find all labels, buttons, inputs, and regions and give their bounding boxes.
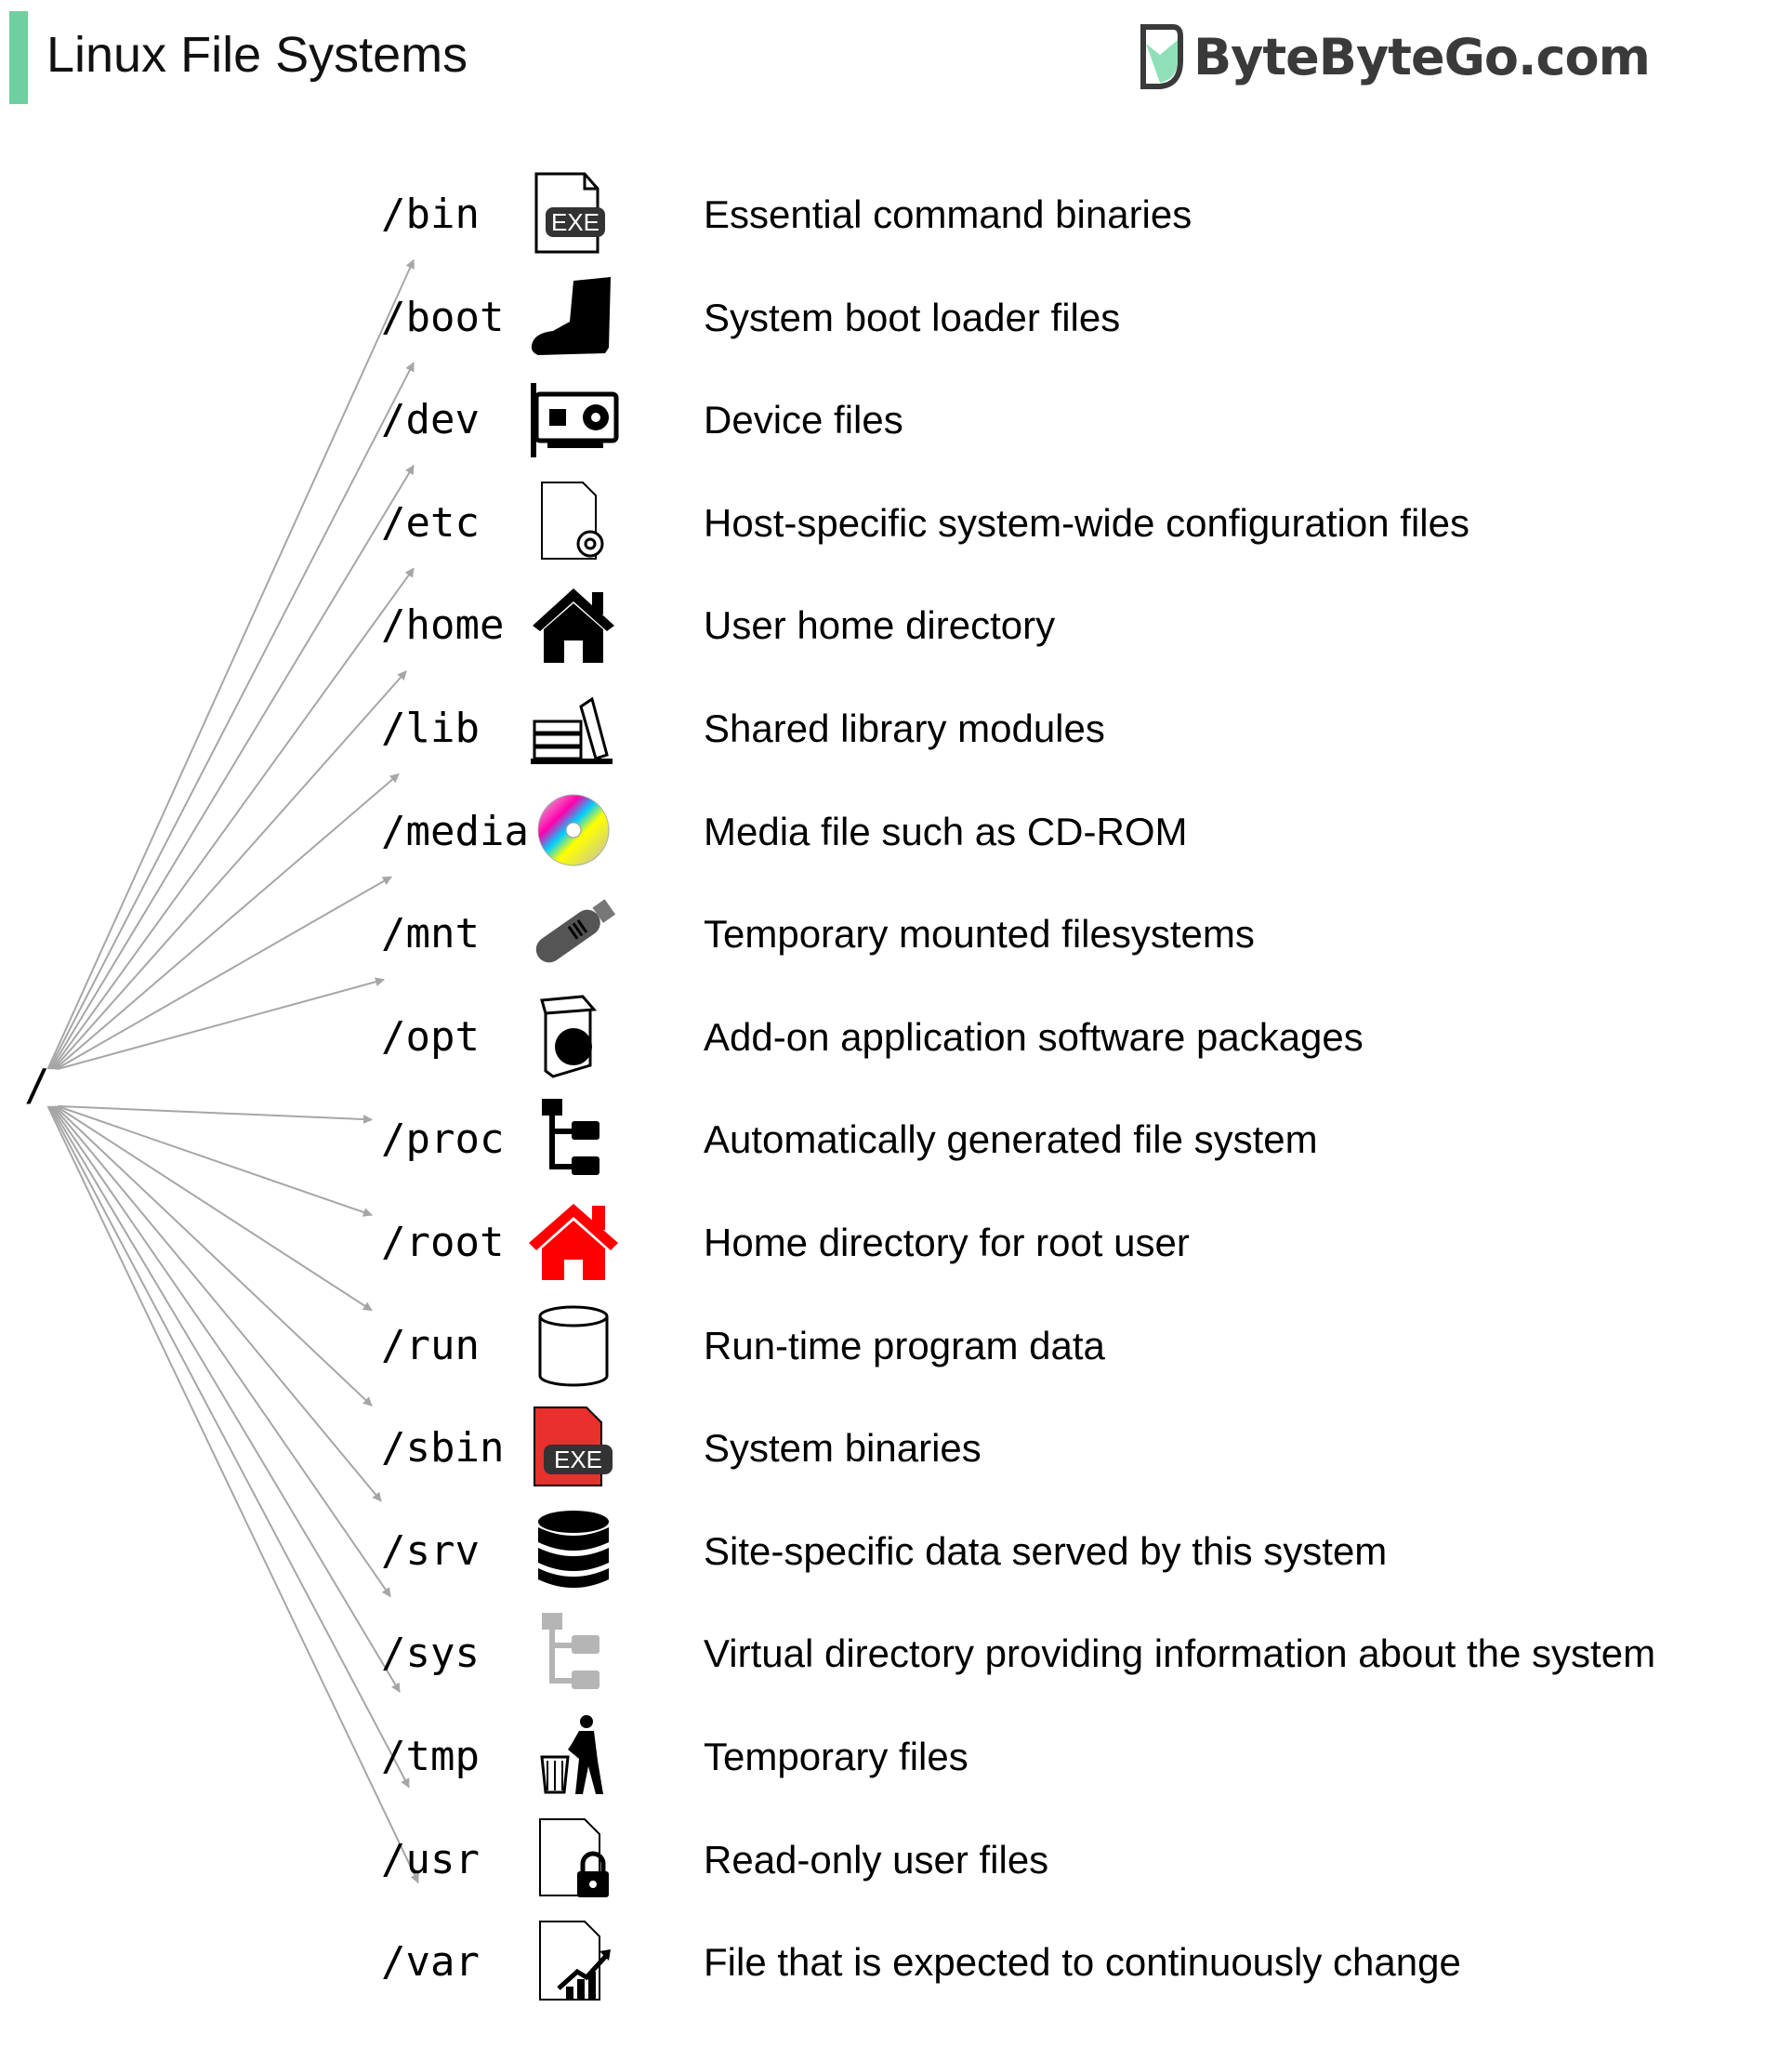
arrow-to-usr (48, 1105, 410, 1789)
home-icon (525, 581, 622, 667)
arrow-to-root (57, 1105, 373, 1217)
directory-path: /run (381, 1321, 480, 1369)
red-exe-file-icon: EXE (525, 1404, 622, 1489)
cd-rom-icon (525, 787, 622, 873)
arrow-to-lib (52, 670, 407, 1070)
directory-row-root: /root Home directory for root user (0, 1195, 1792, 1288)
directory-row-var: /var File that is expected to continuousl… (0, 1914, 1792, 2007)
directory-description: System boot loader files (704, 295, 1121, 339)
cylinder-icon (525, 1301, 622, 1387)
directory-path: /var (381, 1938, 480, 1987)
directory-description: System binaries (704, 1426, 982, 1471)
title-accent-bar (9, 11, 28, 104)
bytebytego-logo-icon (1140, 24, 1183, 89)
directory-description: Home directory for root user (704, 1221, 1190, 1264)
arrow-to-opt (57, 977, 385, 1070)
directory-description: Media file such as CD-ROM (704, 809, 1188, 853)
gray-folder-tree-icon (525, 1609, 622, 1695)
directory-row-boot: /boot System boot loader files (0, 270, 1792, 363)
arrow-to-dev (48, 362, 415, 1070)
directory-description: Read-only user files (704, 1837, 1049, 1882)
exe-file-icon: EXE (525, 170, 622, 256)
arrow-to-mnt (56, 876, 392, 1070)
directory-path: /sbin (381, 1424, 505, 1473)
directory-row-run: /run Run-time program data (0, 1298, 1792, 1391)
directory-row-sys: /sys Virtual directory providing informat… (0, 1605, 1792, 1698)
software-package-icon (525, 993, 622, 1078)
books-icon (525, 684, 622, 770)
directory-path: /home (381, 601, 505, 650)
directory-row-etc: /etc Host-specific system-wide configurat… (0, 475, 1792, 568)
directory-path: /boot (381, 293, 505, 341)
directory-row-proc: /proc Automatically generated file system (0, 1091, 1792, 1184)
directory-description: User home directory (704, 603, 1056, 648)
svg-text:EXE: EXE (554, 1446, 602, 1473)
directory-description: Essential command binaries (704, 192, 1192, 236)
graphics-card-icon (525, 376, 622, 461)
arrow-to-run (55, 1105, 373, 1312)
directory-row-lib: /lib Shared library modules (0, 680, 1792, 773)
folder-tree-icon (525, 1095, 622, 1181)
directory-row-media: /media Media file such as CD-ROM (0, 784, 1792, 877)
directory-row-srv: /srv Site-specific data served by this sy… (0, 1503, 1792, 1596)
arrow-to-media (54, 773, 400, 1070)
directory-description: Virtual directory providing information … (704, 1631, 1656, 1676)
directory-path: /mnt (381, 910, 480, 958)
directory-path: /tmp (381, 1733, 480, 1780)
directory-row-usr: /usr Read-only user files (0, 1812, 1792, 1905)
directory-row-opt: /opt Add-on application software packages (0, 989, 1792, 1082)
directory-path: /dev (381, 396, 480, 444)
arrow-to-tmp (49, 1105, 401, 1693)
root-directory-label: / (24, 1060, 50, 1110)
directory-path: /lib (381, 705, 480, 752)
chart-file-icon (525, 1918, 622, 2003)
directory-path: /proc (381, 1116, 505, 1164)
directory-description: Add-on application software packages (704, 1014, 1364, 1059)
svg-text:EXE: EXE (551, 208, 600, 236)
arrow-to-etc (49, 464, 415, 1070)
directory-description: Site-specific data served by this system (704, 1528, 1388, 1573)
directory-description: File that is expected to continuously ch… (704, 1940, 1461, 1985)
arrow-to-home (51, 567, 415, 1070)
brand-name: ByteByteGo.com (1193, 27, 1651, 86)
directory-path: /etc (381, 498, 480, 547)
directory-description: Temporary mounted filesystems (704, 912, 1255, 957)
directory-path: /usr (381, 1835, 480, 1883)
arrow-to-sys (51, 1105, 391, 1598)
directory-path: /bin (381, 191, 480, 238)
directory-description: Temporary files (704, 1735, 968, 1778)
arrow-to-boot (46, 258, 415, 1070)
directory-row-bin: /bin EXE Essential command binaries (0, 166, 1792, 259)
locked-file-icon (525, 1816, 622, 1901)
arrow-to-srv (52, 1105, 382, 1502)
page-title: Linux File Systems (46, 27, 468, 83)
directory-row-dev: /dev Device files (0, 372, 1792, 465)
arrow-to-sbin (54, 1105, 373, 1406)
directory-path: /media (381, 807, 529, 855)
usb-drive-icon (525, 890, 622, 975)
directory-row-sbin: /sbin EXE System binaries (0, 1400, 1792, 1493)
directory-row-mnt: /mnt Temporary mounted filesystems (0, 886, 1792, 979)
directory-path: /root (381, 1219, 505, 1266)
directory-row-tmp: /tmp Temporary files (0, 1709, 1792, 1802)
directory-row-home: /home User home directory (0, 577, 1792, 670)
directory-description: Run-time program data (704, 1323, 1105, 1367)
database-icon (525, 1507, 622, 1592)
directory-description: Host-specific system-wide configuration … (704, 500, 1469, 545)
directory-path: /srv (381, 1526, 480, 1575)
arrow-to-proc (59, 1105, 373, 1125)
directory-path: /sys (381, 1630, 480, 1678)
directory-description: Device files (704, 398, 903, 442)
trash-icon (525, 1712, 622, 1798)
config-file-icon (525, 479, 622, 564)
directory-description: Shared library modules (704, 707, 1105, 750)
red-home-icon (525, 1198, 622, 1284)
boot-icon (525, 273, 622, 359)
directory-description: Automatically generated file system (704, 1117, 1318, 1162)
directory-path: /opt (381, 1012, 480, 1061)
arrow-to-var (46, 1105, 419, 1884)
brand-logo: ByteByteGo.com (1136, 22, 1651, 91)
